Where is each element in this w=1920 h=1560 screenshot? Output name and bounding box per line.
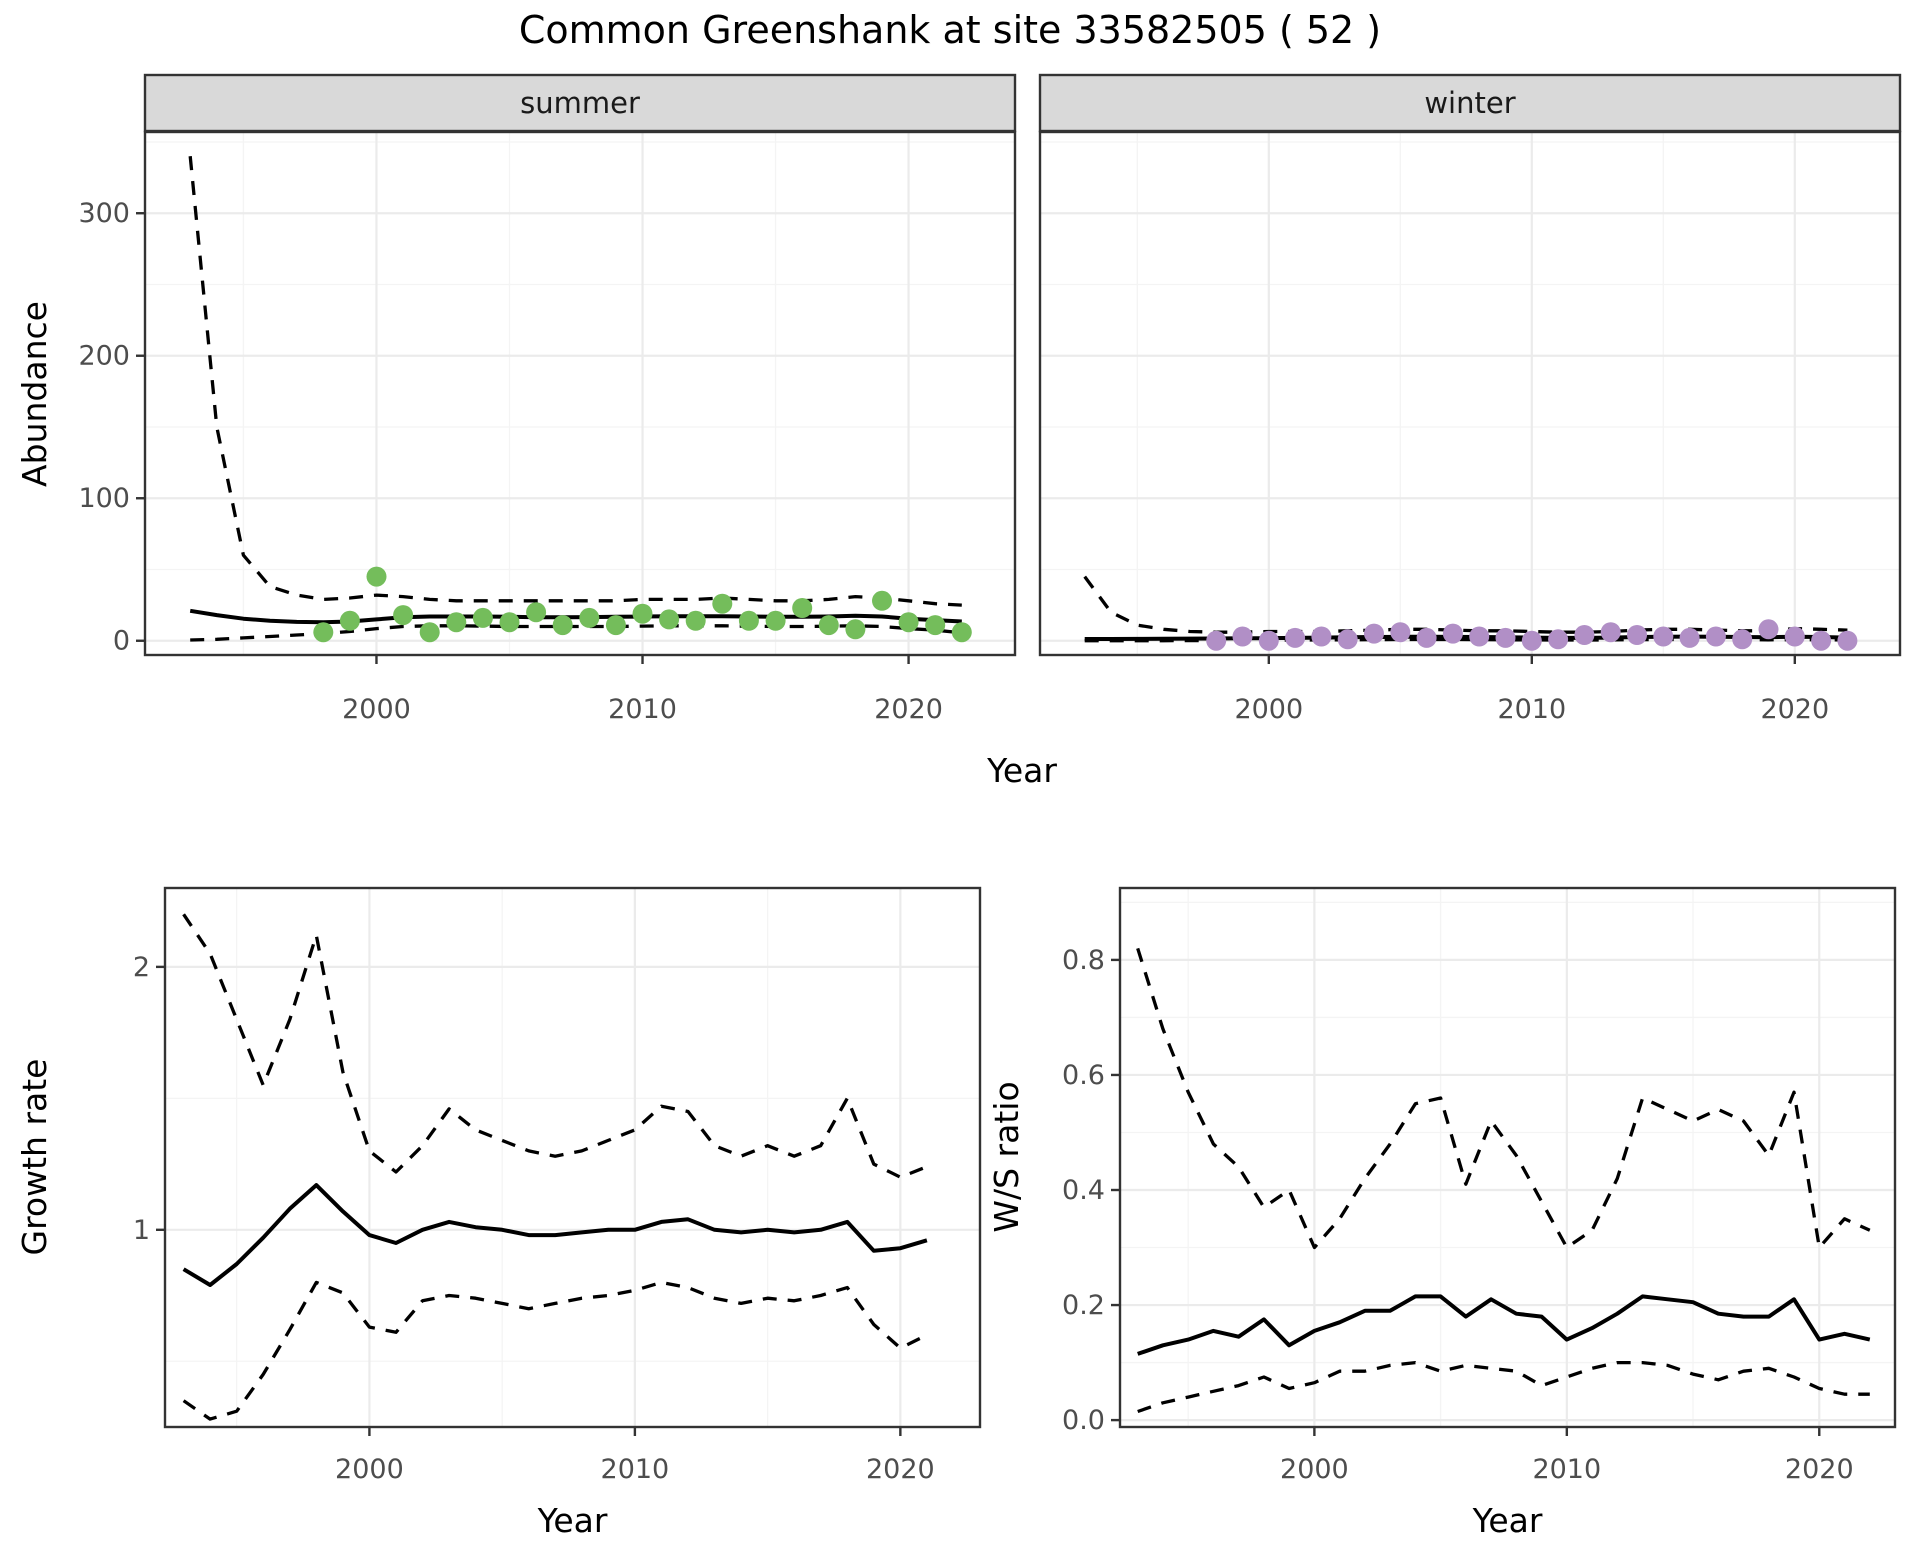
data-point <box>898 612 919 633</box>
data-point <box>1232 626 1253 647</box>
data-point <box>712 593 733 614</box>
data-point <box>1600 622 1621 643</box>
y-tick-label: 0.0 <box>1062 1405 1105 1436</box>
data-point <box>366 566 387 587</box>
data-point <box>1495 627 1516 648</box>
y-axis-title: W/S ratio <box>987 1081 1026 1232</box>
data-point <box>1574 625 1595 645</box>
fit-line <box>182 1183 928 1287</box>
panel-background <box>1120 888 1895 1427</box>
panel-background <box>1040 132 1900 655</box>
data-point <box>1364 623 1384 644</box>
data-point <box>872 590 892 611</box>
x-axis-title: Year <box>537 1501 608 1540</box>
data-point <box>1337 629 1358 650</box>
facet-label: winter <box>1424 86 1515 120</box>
data-point <box>446 612 467 633</box>
data-point <box>605 615 626 636</box>
data-point <box>472 607 493 628</box>
data-point <box>1811 630 1832 651</box>
y-tick-label: 100 <box>78 483 130 514</box>
x-tick-label: 2020 <box>874 694 943 725</box>
facet-label: summer <box>520 86 640 120</box>
x-tick-label: 2000 <box>342 694 411 725</box>
data-point <box>1285 627 1306 648</box>
x-tick-label: 2020 <box>1760 694 1829 725</box>
upper-ci-line <box>182 913 928 1179</box>
data-point <box>1442 623 1463 644</box>
y-axis-title-abundance: Abundance <box>15 301 54 487</box>
x-axis-title: Year <box>1472 1501 1543 1540</box>
data-point <box>1548 629 1569 650</box>
lower-ci-line <box>1137 1360 1870 1414</box>
x-tick-label: 2010 <box>1532 1454 1601 1485</box>
data-point <box>1758 619 1779 640</box>
lower-ci-line <box>182 1280 928 1421</box>
data-point <box>1258 630 1279 651</box>
data-point <box>1679 627 1700 648</box>
data-point <box>1732 629 1753 650</box>
upper-ci-line <box>188 156 962 607</box>
panel-border <box>163 886 982 1429</box>
data-point <box>1705 626 1726 647</box>
data-point <box>738 610 759 631</box>
x-axis-title-year-top: Year <box>986 751 1057 790</box>
data-point <box>1627 625 1647 645</box>
data-point <box>792 598 813 618</box>
panel-border <box>1118 886 1897 1429</box>
data-point <box>1206 630 1227 651</box>
data-point <box>818 615 839 636</box>
data-point <box>1390 622 1411 643</box>
data-point <box>659 609 680 630</box>
x-tick-label: 2020 <box>866 1454 935 1485</box>
data-point <box>1784 626 1805 647</box>
x-tick-label: 2000 <box>1234 694 1303 725</box>
y-tick-label: 0.2 <box>1062 1290 1105 1321</box>
facet-strip <box>143 73 1017 133</box>
y-tick-label: 300 <box>78 198 130 229</box>
data-point <box>526 602 547 623</box>
y-tick-label: 0.6 <box>1062 1060 1105 1091</box>
x-tick-label: 2020 <box>1785 1454 1854 1485</box>
data-point <box>925 615 946 636</box>
fit-line <box>1137 1294 1871 1356</box>
data-point <box>1653 626 1674 647</box>
data-point <box>951 622 972 643</box>
y-axis-title: Growth rate <box>15 1059 54 1256</box>
data-point <box>845 619 866 640</box>
y-tick-label: 0 <box>113 626 130 657</box>
data-point <box>339 610 360 631</box>
y-tick-label: 200 <box>78 341 130 372</box>
x-tick-label: 2000 <box>335 1454 404 1485</box>
x-tick-label: 2000 <box>1280 1454 1349 1485</box>
data-point <box>499 612 520 633</box>
upper-ci-line <box>1136 947 1871 1250</box>
y-tick-label: 0.4 <box>1062 1175 1105 1206</box>
panel-background <box>145 132 1015 655</box>
data-point <box>419 622 440 643</box>
data-point <box>579 607 600 628</box>
data-point <box>1837 630 1858 651</box>
y-tick-label: 2 <box>133 952 150 983</box>
data-point <box>552 615 573 636</box>
y-tick-label: 0.8 <box>1062 945 1105 976</box>
x-tick-label: 2010 <box>1497 694 1566 725</box>
panel-background <box>165 888 980 1427</box>
data-point <box>632 603 653 624</box>
data-point <box>765 610 786 631</box>
data-point <box>685 610 706 631</box>
x-tick-label: 2010 <box>601 1454 670 1485</box>
y-tick-label: 1 <box>133 1215 150 1246</box>
data-point <box>1416 627 1437 648</box>
data-point <box>1469 626 1490 647</box>
data-point <box>1311 626 1332 647</box>
data-point <box>313 622 334 643</box>
data-point <box>393 605 414 626</box>
facet-strip <box>1038 73 1902 133</box>
x-tick-label: 2010 <box>608 694 677 725</box>
page-title: Common Greenshank at site 33582505 ( 52 … <box>518 8 1382 52</box>
data-point <box>1521 630 1542 651</box>
